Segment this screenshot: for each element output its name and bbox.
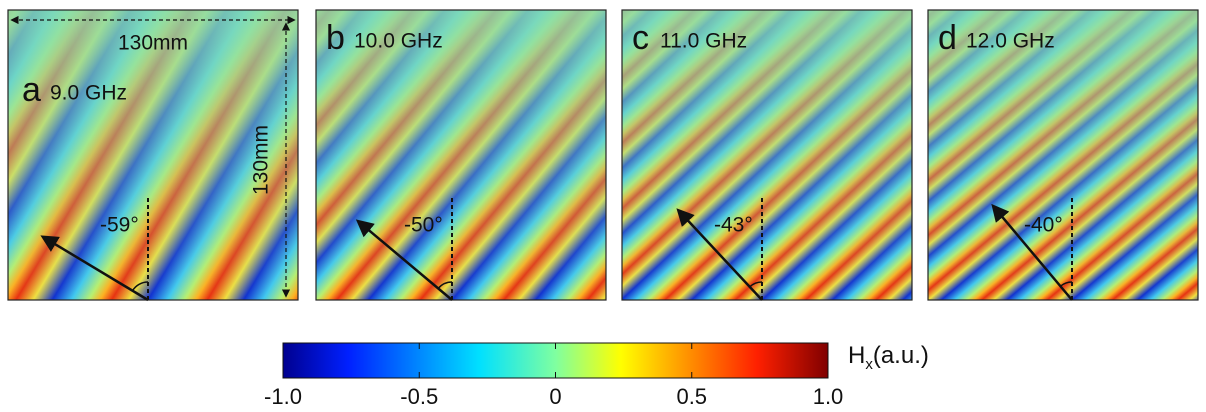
propagation-arrow xyxy=(676,208,763,301)
propagation-arrow xyxy=(355,219,453,301)
panel-frame xyxy=(621,9,913,301)
width-label: 130mm xyxy=(118,32,188,55)
colorbar-label: Hx(a.u.) xyxy=(848,342,929,373)
field-fade xyxy=(622,10,912,300)
panel-frequency: 10.0 GHz xyxy=(354,30,443,53)
field-fade xyxy=(928,10,1198,300)
panel-frame xyxy=(7,9,299,301)
panel-letter: b xyxy=(326,19,345,57)
panel-frame xyxy=(927,9,1199,301)
field-panel xyxy=(928,10,1198,300)
field-fade xyxy=(316,10,606,300)
tick-label: -1.0 xyxy=(264,384,302,409)
colorbar-label-main: H xyxy=(848,342,865,369)
colorbar-label-sub: x xyxy=(865,356,873,373)
panel-frequency: 9.0 GHz xyxy=(50,82,127,105)
panel-frequency: 12.0 GHz xyxy=(966,30,1055,53)
angle-arc xyxy=(131,281,149,292)
angle-arc xyxy=(1059,281,1073,287)
field-panel xyxy=(316,10,606,300)
tick-label: 0 xyxy=(549,384,561,409)
colorbar: Hx(a.u.) -1.0 -0.5 0 0.5 1.0 xyxy=(264,342,929,408)
angle-label: -40° xyxy=(1024,214,1063,237)
height-label: 130mm xyxy=(250,125,273,195)
angle-label: -59° xyxy=(100,214,139,237)
tick-label: 1.0 xyxy=(813,384,844,409)
angle-label: -50° xyxy=(404,214,443,237)
panel-letter: a xyxy=(22,71,41,109)
panel-letter: c xyxy=(632,19,649,57)
propagation-arrow xyxy=(40,235,149,302)
colorbar-label-unit: (a.u.) xyxy=(873,342,929,369)
tick-label: 0.5 xyxy=(676,384,707,409)
panels: a 9.0 GHz-59°b 10.0 GHz-50°c 11.0 GHz-43°d 1… xyxy=(7,9,1199,302)
propagation-arrow xyxy=(991,203,1073,301)
angle-arc xyxy=(437,281,453,289)
angle-label: -43° xyxy=(714,214,753,237)
panel-letter: d xyxy=(938,19,957,57)
angle-arc xyxy=(749,281,763,288)
panel-frame xyxy=(315,9,607,301)
panel-frequency: 11.0 GHz xyxy=(660,30,747,53)
tick-label: -0.5 xyxy=(400,384,438,409)
field-panel xyxy=(622,10,912,300)
